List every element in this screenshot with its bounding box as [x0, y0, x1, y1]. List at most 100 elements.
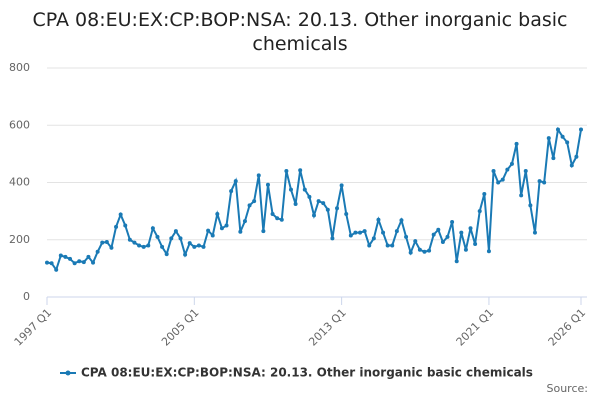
data-point — [371, 236, 376, 241]
data-point — [335, 206, 340, 211]
data-point — [325, 207, 330, 212]
data-point — [528, 203, 533, 208]
data-point — [252, 199, 257, 204]
data-point — [491, 169, 496, 174]
data-point — [68, 256, 73, 261]
data-point — [192, 244, 197, 249]
data-point — [344, 211, 349, 216]
data-point — [546, 136, 551, 141]
data-point — [146, 243, 151, 248]
legend-label: CPA 08:EU:EX:CP:BOP:NSA: 20.13. Other in… — [81, 366, 533, 380]
data-point — [229, 189, 234, 194]
data-point — [537, 179, 542, 184]
data-point — [270, 211, 275, 216]
data-point — [256, 173, 261, 178]
data-point — [210, 233, 215, 238]
data-point — [427, 248, 432, 253]
data-point — [555, 127, 560, 132]
data-point — [219, 226, 224, 231]
data-point — [187, 241, 192, 246]
data-point — [519, 193, 524, 198]
data-point — [261, 229, 266, 234]
data-point — [440, 240, 445, 245]
data-point — [542, 180, 547, 185]
x-tick-label: 2005 Q1 — [159, 306, 202, 349]
data-point — [390, 243, 395, 248]
data-point — [54, 267, 59, 272]
data-point — [560, 134, 565, 139]
data-point — [482, 191, 487, 196]
data-point — [399, 218, 404, 223]
data-point — [431, 232, 436, 237]
data-point — [114, 224, 119, 229]
data-point — [348, 233, 353, 238]
legend-marker — [65, 370, 71, 376]
data-point — [394, 229, 399, 234]
data-line — [46, 126, 582, 273]
data-point — [183, 252, 188, 257]
data-point — [417, 247, 422, 252]
data-point — [155, 234, 160, 239]
data-point — [160, 244, 165, 249]
x-tick-label: 1997 Q1 — [12, 306, 55, 349]
data-point — [496, 180, 501, 185]
data-point — [468, 226, 473, 231]
data-point — [81, 260, 86, 265]
data-point — [173, 229, 178, 234]
data-point — [293, 201, 298, 206]
data-point — [532, 230, 537, 235]
y-tick-label: 0 — [23, 290, 30, 303]
data-point — [523, 169, 528, 174]
y-tick-label: 800 — [9, 61, 30, 74]
data-point — [330, 236, 335, 241]
data-point — [72, 261, 77, 266]
data-point — [358, 230, 363, 235]
x-tick-label: 2013 Q1 — [306, 306, 349, 349]
data-point — [265, 182, 270, 187]
data-point — [509, 161, 514, 166]
data-point — [58, 253, 63, 258]
data-point — [445, 234, 450, 239]
data-point — [579, 127, 583, 132]
data-point — [238, 229, 243, 234]
data-point — [565, 140, 570, 145]
data-point — [137, 243, 142, 248]
data-point — [127, 237, 132, 242]
data-point — [316, 199, 321, 204]
data-point — [307, 194, 312, 199]
data-point — [284, 169, 289, 174]
data-point — [233, 179, 238, 184]
source-label: Source: — [547, 382, 589, 395]
data-point — [473, 242, 478, 247]
data-point — [514, 141, 519, 146]
data-point — [459, 230, 464, 235]
data-point — [279, 217, 284, 222]
data-point — [288, 187, 293, 192]
data-point — [201, 244, 206, 249]
data-point — [49, 261, 54, 266]
data-point — [206, 228, 211, 233]
data-point — [275, 216, 280, 221]
data-point — [385, 243, 390, 248]
data-point — [413, 239, 418, 244]
data-point — [63, 254, 68, 259]
data-point — [302, 187, 307, 192]
data-point — [500, 177, 505, 182]
data-point — [574, 154, 579, 159]
data-point — [312, 213, 316, 218]
data-point — [91, 260, 96, 265]
data-point — [118, 212, 123, 217]
x-tick-label: 2021 Q1 — [454, 306, 497, 349]
data-point — [104, 240, 109, 245]
data-point — [224, 223, 229, 228]
data-point — [339, 183, 344, 188]
data-point — [551, 156, 556, 161]
data-point — [486, 249, 491, 254]
data-point — [321, 201, 326, 206]
data-point — [353, 230, 358, 235]
data-point — [381, 230, 386, 235]
data-point — [242, 219, 247, 224]
data-point — [404, 234, 409, 239]
data-point — [436, 227, 441, 232]
